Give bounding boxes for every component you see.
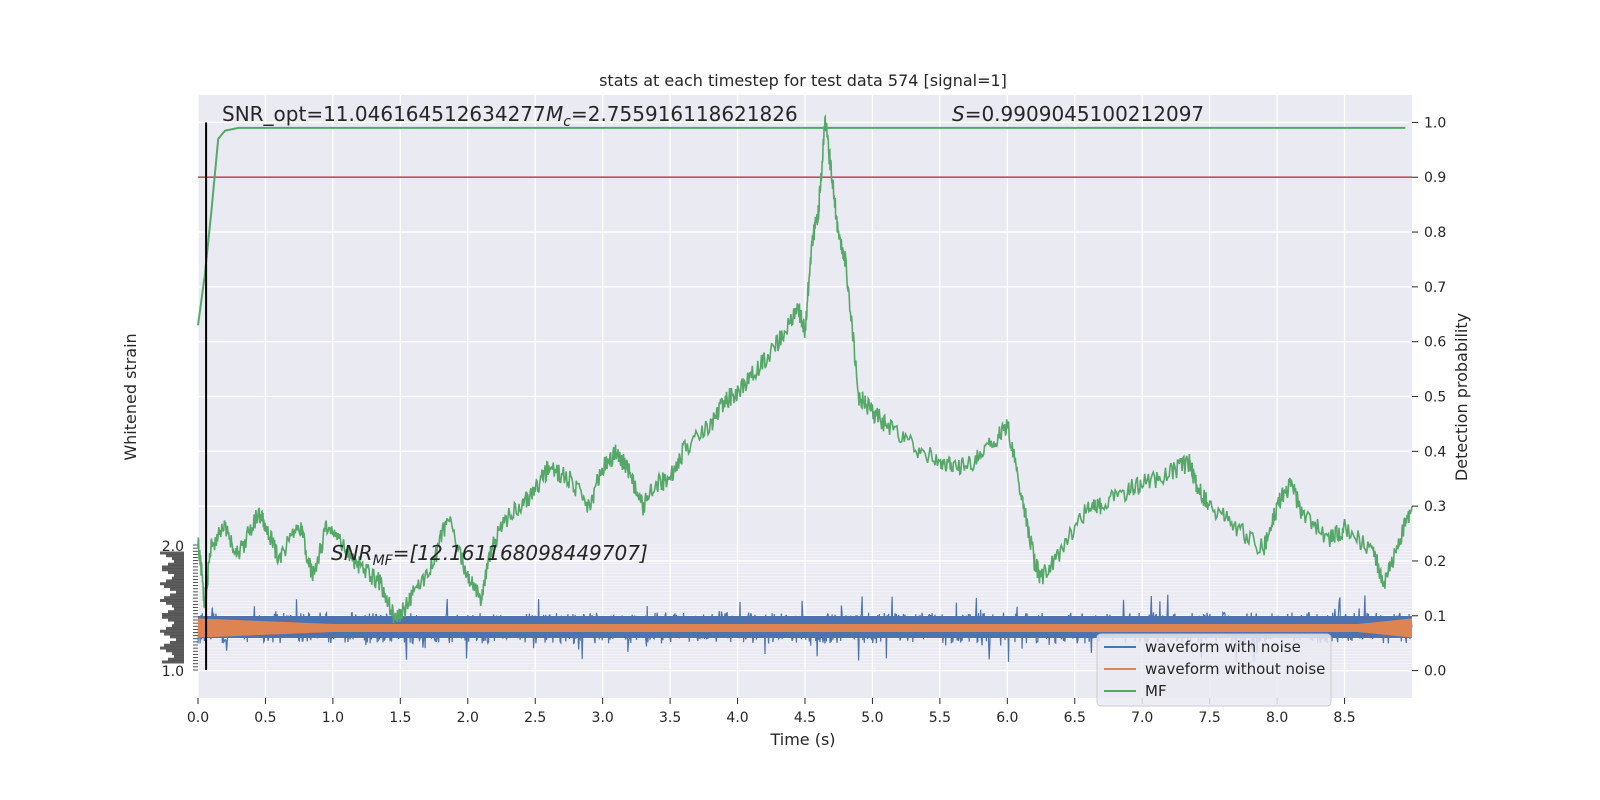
- snr-mf-annotation: SNRMF=[12.161168098449707]: [331, 541, 648, 569]
- x-tick-label: 1.0: [322, 710, 344, 726]
- strain-tick-label-overlap: [160, 629, 184, 633]
- strain-tick-label-bottom: 1.0: [162, 664, 184, 680]
- strain-tick-label-overlap: [170, 587, 184, 591]
- y-tick-label-right: 0.3: [1424, 499, 1446, 515]
- strain-tick-label-overlap: [166, 601, 184, 605]
- strain-tick-label-overlap: [164, 585, 184, 589]
- strain-tick-label-overlap: [172, 604, 184, 608]
- strain-tick-label-overlap: [162, 565, 184, 569]
- y-tick-label-right: 0.5: [1424, 390, 1446, 406]
- y-tick-label-right: 0.2: [1424, 554, 1446, 570]
- strain-tick-label-overlap: [170, 635, 184, 639]
- strain-tick-label-overlap: [174, 654, 184, 658]
- y-tick-label-right: 0.6: [1424, 335, 1446, 351]
- x-tick-label: 4.5: [794, 710, 816, 726]
- mf-line: [197, 126, 1406, 326]
- snr-mf-symbol: SNR: [331, 541, 373, 565]
- x-tick-label: 6.0: [996, 710, 1018, 726]
- x-tick-label: 8.5: [1333, 710, 1355, 726]
- strain-tick-label-overlap: [168, 610, 184, 614]
- y-tick-label-right: 0.8: [1424, 225, 1446, 241]
- strain-tick-label-overlap: [162, 615, 184, 619]
- x-tick-label: 6.5: [1064, 710, 1086, 726]
- x-tick-label: 0.5: [254, 710, 276, 726]
- strain-tick-label-overlap: [174, 621, 184, 625]
- y-axis-right-label: Detection probability: [1452, 313, 1471, 481]
- strain-tick-label-overlap: [174, 559, 184, 563]
- s-value: =0.9909045100212097: [965, 102, 1204, 126]
- strain-tick-label-overlap: [160, 582, 184, 586]
- x-tick-label: 0.0: [187, 710, 209, 726]
- x-tick-label: 4.0: [726, 710, 748, 726]
- strain-tick-label-overlap: [170, 640, 184, 644]
- strain-tick-label-overlap: [164, 632, 184, 636]
- snr-mf-value: =[12.161168098449707]: [393, 541, 648, 565]
- legend-label-mf: MF: [1145, 682, 1167, 700]
- strain-tick-label-top: 2.0: [162, 539, 184, 555]
- x-tick-label: 2.0: [457, 710, 479, 726]
- x-tick-label: 1.5: [389, 710, 411, 726]
- snr-mf-subscript: MF: [373, 553, 394, 569]
- strain-tick-label-overlap: [166, 626, 184, 630]
- chart-title: stats at each timestep for test data 574…: [599, 71, 1007, 90]
- strain-tick-label-overlap: [168, 657, 184, 661]
- y-tick-label-right: 0.1: [1424, 609, 1446, 625]
- y-tick-label-right: 0.9: [1424, 170, 1446, 186]
- strain-tick-label-overlap: [172, 624, 184, 628]
- y-tick-label-right: 0.4: [1424, 444, 1446, 460]
- legend-label-noise: waveform with noise: [1145, 638, 1301, 656]
- strain-tick-label-overlap: [168, 562, 184, 566]
- chirp-mass-subscript: c: [563, 114, 571, 130]
- y-tick-label-right: 0.0: [1424, 664, 1446, 680]
- legend: waveform with noise waveform without noi…: [1096, 633, 1332, 707]
- strain-tick-label-overlap: [172, 576, 184, 580]
- s-annotation: S=0.9909045100212097: [952, 102, 1204, 126]
- y-tick-label-right: 0.7: [1424, 280, 1446, 296]
- strain-tick-label-overlap: [160, 599, 184, 603]
- y-axis-left-label: Whitened strain: [121, 333, 140, 460]
- legend-box: [1096, 633, 1332, 707]
- x-tick-label: 7.0: [1131, 710, 1153, 726]
- chirp-mass-value: =2.755916118621826: [571, 102, 798, 126]
- strain-tick-label-overlap: [168, 571, 184, 575]
- strain-tick-label-overlap: [174, 607, 184, 611]
- strain-tick-label-overlap: [170, 593, 184, 597]
- chirp-mass-symbol: M: [546, 102, 563, 126]
- strain-tick-label-overlap: [162, 660, 184, 664]
- detection-probability-line: [197, 113, 1413, 624]
- y-tick-label-right: 1.0: [1424, 115, 1446, 131]
- strain-tick-label-overlap: [172, 557, 184, 561]
- strain-tick-label-overlap: [162, 612, 184, 616]
- strain-tick-label-overlap: [172, 652, 184, 656]
- x-tick-label: 5.5: [929, 710, 951, 726]
- x-tick-label: 7.5: [1199, 710, 1221, 726]
- s-symbol: S: [952, 102, 965, 126]
- x-axis-label: Time (s): [769, 730, 835, 749]
- x-tick-label: 3.5: [659, 710, 681, 726]
- strain-tick-label-overlap: [162, 568, 184, 572]
- strain-tick-label-overlap: [176, 638, 184, 642]
- strain-tick-label-overlap: [164, 596, 184, 600]
- strain-tick-label-overlap: [166, 579, 184, 583]
- strain-layer: [197, 594, 1413, 662]
- strain-tick-label-overlap: [160, 551, 184, 555]
- snr-opt-annotation: SNR_opt=11.046164512634277: [222, 102, 546, 126]
- strain-tick-label-overlap: [176, 590, 184, 594]
- y-axis-right-ticks: 0.0 0.1 0.2 0.3 0.4 0.5 0.6 0.7 0.8 0.9 1.0: [1412, 115, 1446, 680]
- strain-tick-label-overlap: [174, 573, 184, 577]
- grid-x: [197, 95, 1346, 698]
- chirp-mass-annotation: Mc=2.755916118621826: [546, 102, 798, 130]
- strain-tick-label-overlap: [164, 643, 184, 647]
- x-tick-label: 2.5: [524, 710, 546, 726]
- strain-tick-label-overlap: [168, 618, 184, 622]
- strain-tick-label-overlap: [166, 649, 184, 653]
- x-tick-label: 3.0: [592, 710, 614, 726]
- strain-tick-label-overlap: [160, 646, 184, 650]
- strain-tick-label-overlap: [166, 554, 184, 558]
- x-tick-label: 8.0: [1266, 710, 1288, 726]
- x-tick-label: 5.0: [861, 710, 883, 726]
- legend-label-clean: waveform without noise: [1145, 660, 1325, 678]
- waveform-without-noise-line: [198, 618, 1412, 638]
